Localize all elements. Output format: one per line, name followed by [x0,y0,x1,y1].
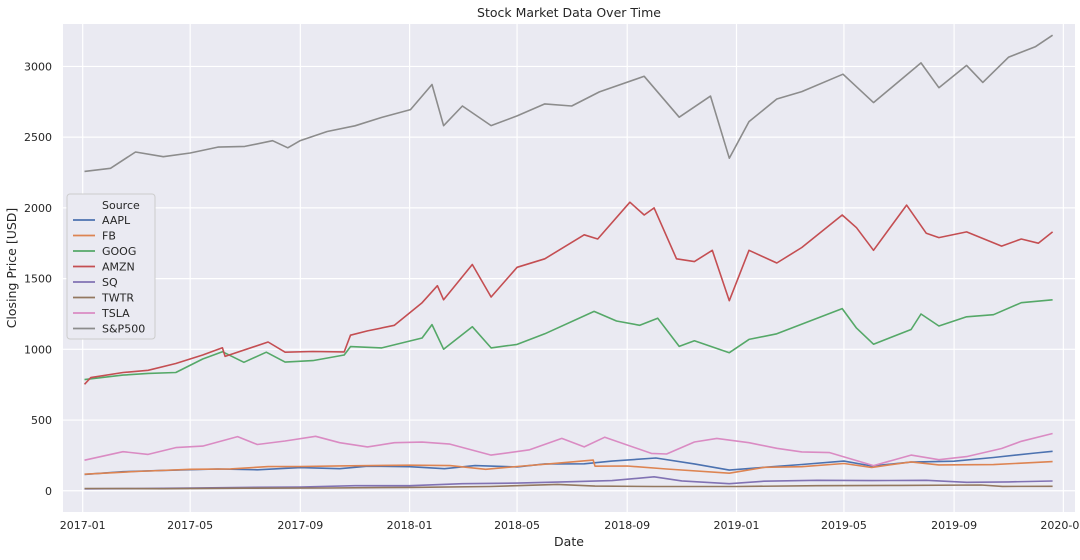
x-tick-label: 2019-05 [821,519,867,532]
x-axis-label: Date [554,534,584,549]
y-tick-label: 500 [31,414,52,427]
legend-title: Source [102,199,140,212]
y-axis-label: Closing Price [USD] [4,208,19,329]
x-tick-label: 2020-01 [1040,519,1080,532]
x-tick-label: 2018-01 [387,519,433,532]
y-tick-label: 2000 [24,202,52,215]
series-line-amzn [83,201,1054,385]
x-tick-label: 2017-05 [167,519,213,532]
plot-area [63,24,1075,512]
series-line-sq [84,476,1053,490]
legend-label: GOOG [102,245,136,258]
x-tick-label: 2018-05 [494,519,540,532]
x-tick-label: 2017-09 [277,519,323,532]
series-lines [83,34,1054,490]
legend-label: TWTR [101,292,134,305]
legend-label: SQ [102,276,118,289]
chart-title: Stock Market Data Over Time [477,5,661,20]
y-tick-label: 3000 [24,60,52,73]
x-tick-labels: 2017-01 2017-05 2017-09 2018-01 2018-05 2018-… [60,519,1080,532]
legend-label: S&P500 [102,323,145,336]
y-tick-label: 1500 [24,273,52,286]
legend-label: FB [102,230,116,243]
series-line-twtr [84,483,1053,490]
legend-label: AAPL [102,214,131,227]
series-line-sp500 [84,34,1054,173]
grid [63,24,1075,512]
legend-items: AAPL FB GOOG AMZN SQ TWTR TSLA S&P500 [73,214,145,336]
x-tick-label: 2017-01 [60,519,106,532]
y-tick-label: 2500 [24,131,52,144]
legend-label: AMZN [102,261,135,274]
y-tick-label: 0 [45,485,52,498]
x-tick-label: 2018-09 [604,519,650,532]
series-line-fb [84,459,1053,475]
legend-box [66,193,156,340]
legend: Source AAPL FB GOOG AMZN SQ TWTR TSLA S&P500 [66,193,156,340]
x-tick-label: 2019-09 [931,519,977,532]
legend-label: TSLA [101,307,130,320]
series-line-goog [84,299,1053,381]
series-line-tsla [84,432,1053,467]
y-tick-label: 1000 [24,343,52,356]
y-tick-labels: 0 500 1000 1500 2000 2500 3000 [24,60,52,497]
x-tick-label: 2019-01 [713,519,759,532]
